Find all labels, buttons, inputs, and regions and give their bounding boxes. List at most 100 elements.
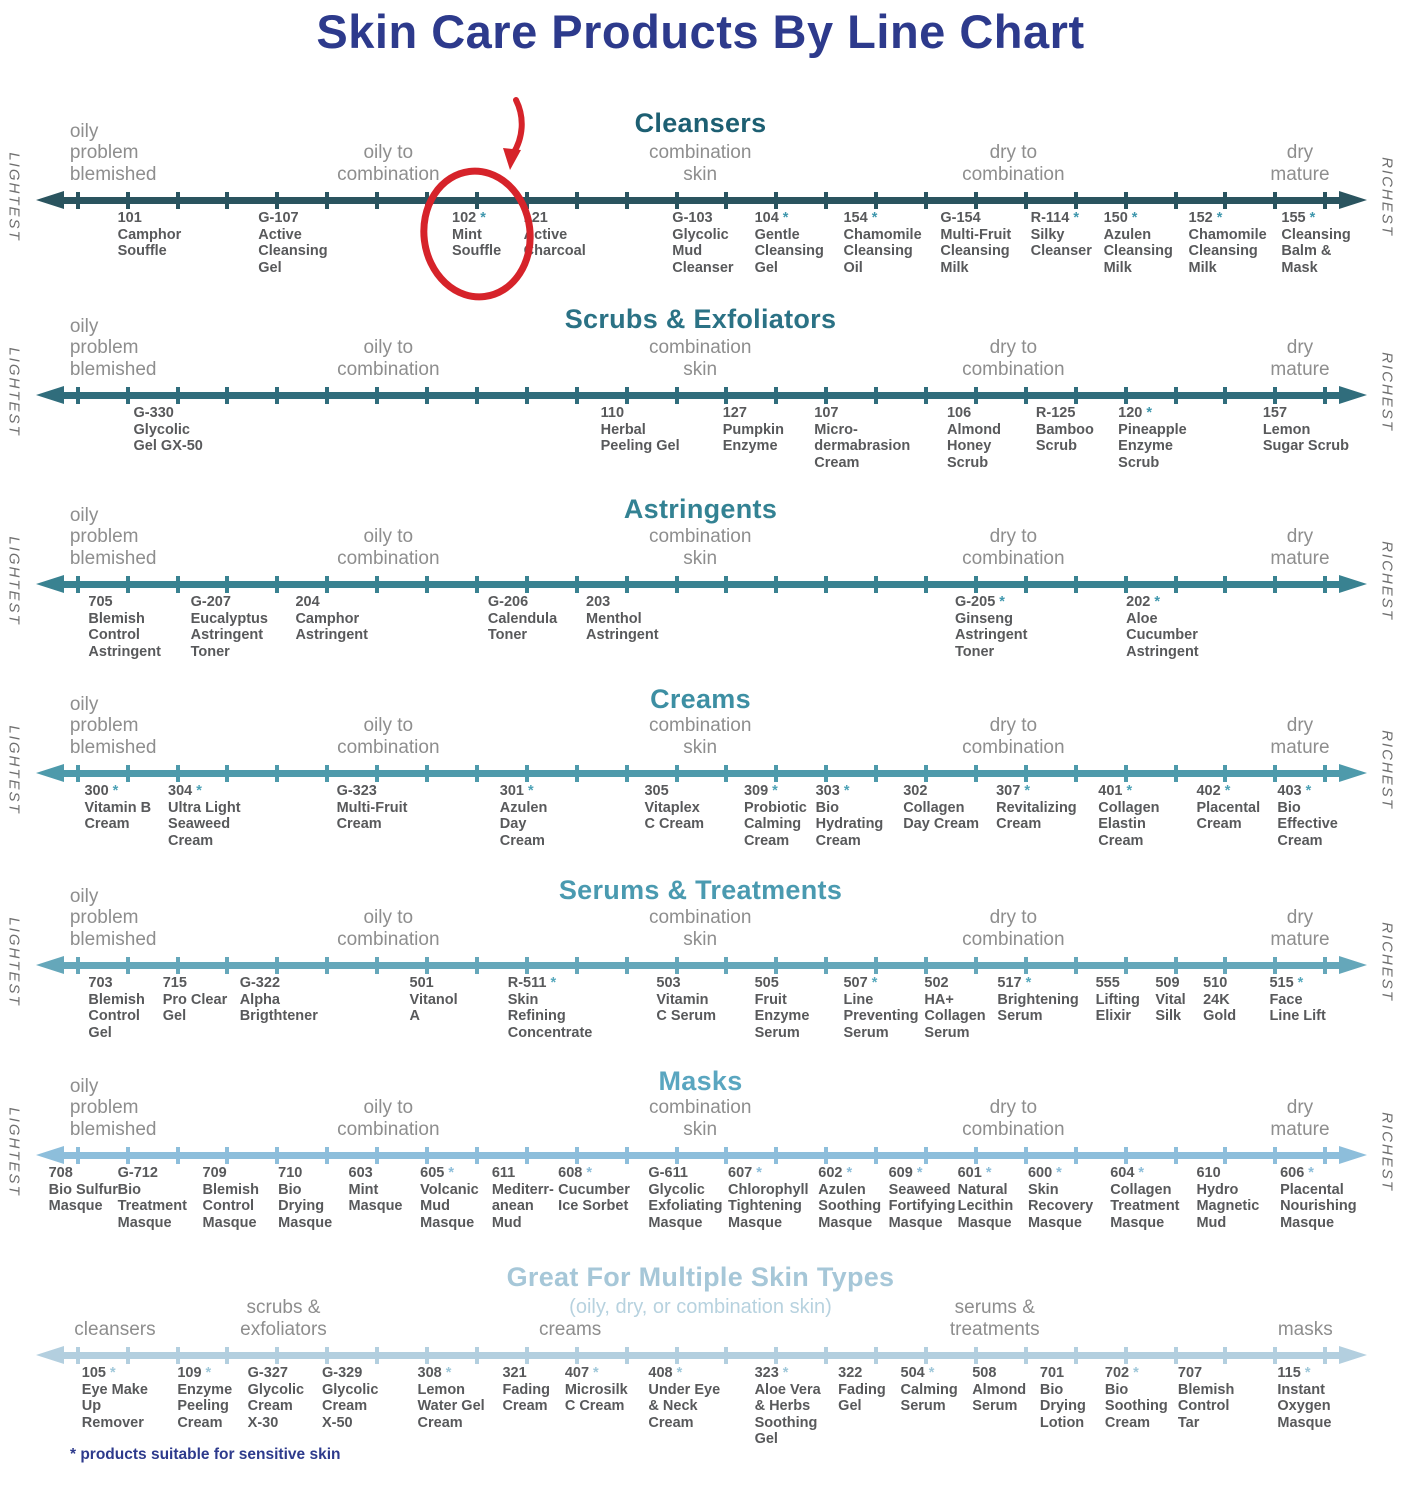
product-code: R-511 *: [507, 975, 557, 991]
product-name: Almond Honey Scrub: [946, 421, 1001, 471]
sensitive-skin-star: *: [839, 783, 850, 799]
axis-tick: [824, 957, 829, 974]
product-code: 121: [523, 210, 548, 226]
axis-tick: [125, 576, 130, 593]
zone-labels: oily problem blemished oily to combinatio…: [38, 496, 1365, 569]
axis-tick: [75, 387, 80, 404]
product-name: Mint Masque: [348, 1181, 403, 1215]
axis-arrow-left: [36, 191, 64, 209]
axis-tick: [275, 765, 280, 782]
axis-tick: [824, 576, 829, 593]
product-code: 303 *: [815, 783, 850, 799]
axis-tick: [1073, 387, 1078, 404]
axis-tick: [425, 387, 430, 404]
product-name: Pineapple Enzyme Scrub: [1118, 421, 1187, 471]
product-G-611: G-611 Glycolic Exfoliating Masque: [648, 1165, 722, 1231]
product-102: 102 * Mint Souffle: [452, 210, 501, 260]
axis-tick: [225, 1147, 230, 1164]
sensitive-skin-star: *: [1069, 210, 1079, 226]
product-name: Calendula Toner: [487, 610, 558, 644]
sensitive-skin-footnote: * products suitable for sensitive skin: [70, 1446, 341, 1463]
zone-label: dry mature: [1270, 907, 1330, 950]
product-code: 507 *: [843, 975, 878, 991]
product-name: Camphor Souffle: [117, 226, 182, 260]
product-code: 107: [814, 405, 839, 421]
section-title-multiple-skin-types: Great For Multiple Skin Types: [506, 1262, 895, 1292]
product-name: Collagen Day Cream: [903, 799, 979, 833]
product-name: Multi-Fruit Cleansing Milk: [940, 226, 1012, 276]
axis-tick: [973, 1147, 978, 1164]
product-101: 101 Camphor Souffle: [118, 210, 182, 260]
product-code: 502: [924, 975, 949, 991]
axis-tick: [574, 1347, 579, 1364]
sensitive-skin-star: *: [1134, 1165, 1145, 1181]
product-name: Aloe Vera & Herbs Soothing Gel: [754, 1381, 821, 1448]
product-G-107: G-107 Active Cleansing Gel: [258, 210, 327, 276]
product-name: Active Cleansing Gel: [258, 226, 328, 276]
axis-tick: [724, 1147, 729, 1164]
product-121: 121 Active Charcoal: [524, 210, 586, 260]
zone-label: dry mature: [1270, 337, 1330, 380]
product-name: Bio Hydrating Cream: [815, 799, 884, 849]
section-cleansers: Cleansers oily problem blemished oily to c…: [0, 96, 1401, 292]
axis-tick: [1323, 1147, 1328, 1164]
axis-tick: [1323, 576, 1328, 593]
product-name: Natural Lecithin Masque: [957, 1181, 1014, 1231]
axis-tick: [874, 576, 879, 593]
axis-tick: [973, 576, 978, 593]
axis-tick: [674, 957, 679, 974]
product-name: Ginseng Astringent Toner: [954, 610, 1028, 660]
product-name: Lifting Elixir: [1095, 991, 1140, 1025]
product-608: 608 * Cucumber Ice Sorbet: [558, 1165, 630, 1215]
axis-arrow-left: [36, 1346, 64, 1364]
lightest-label: LIGHTEST: [5, 917, 23, 1007]
axis-line: [52, 581, 1351, 588]
axis-tick: [175, 1147, 180, 1164]
product-name: Glycolic Exfoliating Masque: [648, 1181, 723, 1231]
axis-tick: [325, 1347, 330, 1364]
product-name: Collagen Elastin Cream: [1098, 799, 1160, 849]
product-name: Placental Nourishing Masque: [1280, 1181, 1357, 1231]
axis-tick: [275, 387, 280, 404]
zone-label: oily to combination: [337, 907, 440, 950]
product-code: 309 *: [743, 783, 778, 799]
product-code: G-323: [336, 783, 377, 799]
axis-tick: [874, 1147, 879, 1164]
product-G-330: G-330 Glycolic Gel GX-50: [134, 405, 203, 455]
zone-label: cleansers: [74, 1318, 156, 1340]
axis-tick: [724, 765, 729, 782]
product-127: 127 Pumpkin Enzyme: [723, 405, 784, 455]
product-name: Blemish Control Masque: [202, 1181, 259, 1231]
axis-tick: [874, 765, 879, 782]
axis-tick: [474, 387, 479, 404]
product-name: Multi-Fruit Cream: [336, 799, 408, 833]
axis-tick: [1223, 765, 1228, 782]
zone-label: scrubs & exfoliators: [240, 1297, 327, 1340]
zone-label: oily problem blemished: [69, 121, 157, 185]
axis-multiple-skin-types: [36, 1346, 1367, 1364]
sensitive-skin-star: *: [778, 210, 789, 226]
axis-tick: [574, 387, 579, 404]
product-code: 509: [1155, 975, 1180, 991]
product-code: 503: [656, 975, 681, 991]
axis-tick: [1023, 387, 1028, 404]
product-G-327: G-327 Glycolic Cream X-30: [248, 1365, 304, 1431]
product-code: G-107: [258, 210, 299, 226]
product-308: 308 * Lemon Water Gel Cream: [418, 1365, 485, 1431]
product-name: Vitamin B Cream: [84, 799, 152, 833]
product-name: Menthol Astringent: [586, 610, 659, 644]
product-504: 504 * Calming Serum: [901, 1365, 958, 1415]
sensitive-skin-star: *: [1293, 975, 1304, 991]
product-code: 709: [202, 1165, 227, 1181]
product-702: 702 * Bio Soothing Cream: [1105, 1365, 1168, 1431]
zone-label: masks: [1277, 1318, 1333, 1340]
product-120: 120 * Pineapple Enzyme Scrub: [1118, 405, 1187, 471]
product-name: Fading Gel: [838, 1381, 886, 1415]
zone-label: combination skin: [648, 526, 752, 569]
axis-tick: [325, 765, 330, 782]
sensitive-skin-star: *: [1300, 1365, 1311, 1381]
product-code: 202 *: [1126, 594, 1160, 610]
zone-label: oily problem blemished: [69, 1076, 157, 1140]
product-code: 715: [162, 975, 187, 991]
zone-labels: oily problem blemished oily to combinatio…: [38, 686, 1365, 758]
